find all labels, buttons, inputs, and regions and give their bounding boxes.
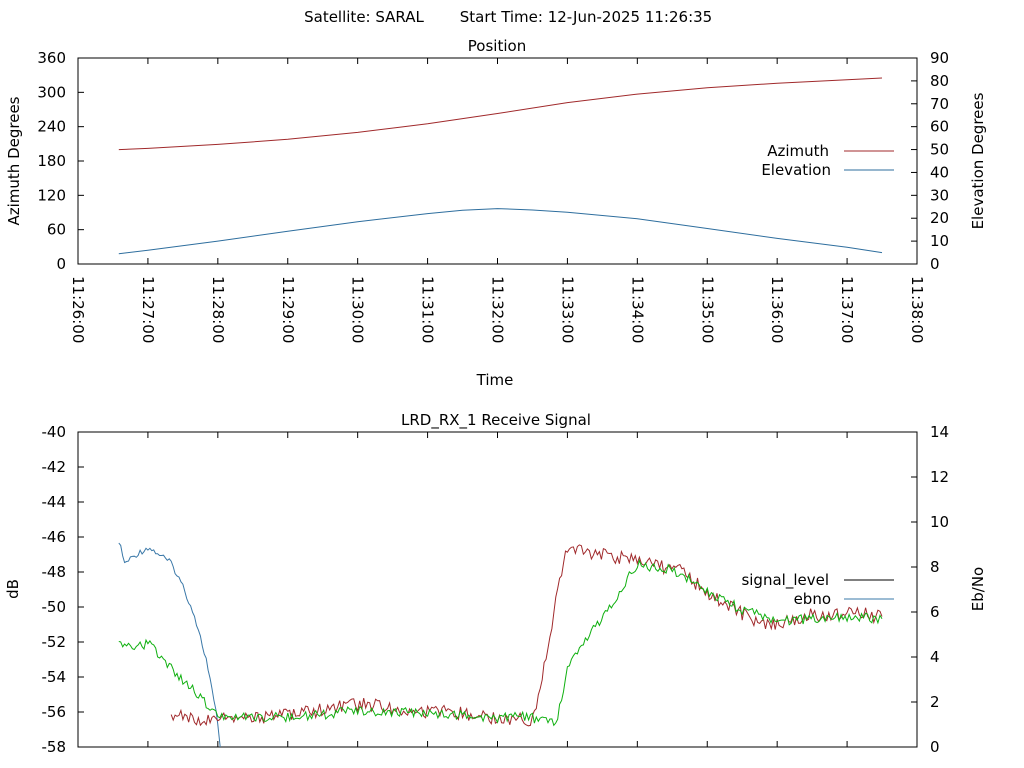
db-axis-label: dB [4,579,22,599]
signal-y2-tick-label: 12 [930,468,949,486]
signal-y-tick-label: -58 [42,738,67,756]
position-x-tick-label: 11:37:00 [838,276,856,343]
signal-y2-tick-label: 10 [930,513,949,531]
position-x-tick-label: 11:32:00 [489,276,507,343]
signal-y-tick-label: -50 [42,598,67,616]
signal-y-tick-label: -40 [42,423,67,441]
position-y2-tick-label: 10 [930,232,949,250]
signal-plot-area [77,431,918,748]
position-y-tick-label: 0 [56,255,66,273]
start-time-label: Start Time: 12-Jun-2025 11:26:35 [460,8,712,26]
azimuth-axis-label: Azimuth Degrees [5,96,23,225]
signal-y-tick-label: -44 [42,493,67,511]
signal-ticks: -58 -56 -54 -52 -50 -48 -46 -44 -42 -40 0 2 4 6 8 10 12 1… [42,423,950,756]
signal-y2-tick-label: 14 [930,423,949,441]
signal-y-tick-label: -52 [42,633,67,651]
signal-y2-tick-label: 4 [930,648,940,666]
legend-azimuth-label: Azimuth [767,142,829,160]
position-legend: Azimuth Elevation [761,142,894,179]
position-x-tick-label: 11:29:00 [279,276,297,343]
position-y-tick-label: 60 [47,221,66,239]
position-y2-tick-label: 50 [930,141,949,159]
position-y2-tick-label: 30 [930,186,949,204]
position-x-tick-label: 11:27:00 [139,276,157,343]
position-x-tick-label: 11:38:00 [908,276,926,343]
signal-y2-tick-label: 2 [930,693,940,711]
position-y2-tick-label: 70 [930,95,949,113]
position-y2-tick-label: 0 [930,255,940,273]
position-chart: Position 11:26:00 11:27:00 11:28:00 11:29:0… [5,37,987,389]
position-y2-tick-label: 90 [930,49,949,67]
position-x-tick-label: 11:28:00 [209,276,227,343]
legend-elevation-label: Elevation [761,161,831,179]
satellite-label: Satellite: SARAL [304,8,424,26]
signal-series-line-signal_level [118,542,221,748]
signal-y-tick-label: -48 [42,563,67,581]
position-y-tick-label: 180 [37,152,66,170]
signal-series-line-trace-2 [118,558,883,727]
position-x-tick-label: 11:26:00 [69,276,87,343]
signal-series [118,542,883,748]
signal-y2-tick-label: 8 [930,558,940,576]
position-series-line-Elevation [118,208,883,255]
legend-ebno-label: ebno [794,590,831,608]
position-y2-tick-label: 60 [930,118,949,136]
signal-y-tick-label: -56 [42,703,67,721]
position-x-tick-label: 11:33:00 [558,276,576,343]
signal-title: LRD_RX_1 Receive Signal [401,411,591,430]
position-y2-tick-label: 80 [930,72,949,90]
position-series [118,77,883,255]
position-y-tick-label: 360 [37,49,66,67]
position-y-tick-label: 300 [37,83,66,101]
position-x-tick-label: 11:35:00 [698,276,716,343]
position-series-line-Azimuth [118,77,883,151]
position-x-tick-label: 11:30:00 [349,276,367,343]
signal-y-tick-label: -46 [42,528,67,546]
position-x-tick-label: 11:34:00 [628,276,646,343]
legend-signal-level-label: signal_level [741,571,829,590]
signal-y2-tick-label: 0 [930,738,940,756]
position-title: Position [468,37,526,55]
signal-y2-tick-label: 6 [930,603,940,621]
signal-y-tick-label: -42 [42,458,67,476]
position-x-tick-label: 11:31:00 [419,276,437,343]
position-y-tick-label: 240 [37,118,66,136]
signal-chart: LRD_RX_1 Receive Signal -58-56-54-52-50-… [4,411,987,756]
signal-y-tick-label: -54 [42,668,67,686]
position-x-tick-label: 11:36:00 [768,276,786,343]
position-y-tick-label: 120 [37,186,66,204]
position-y2-tick-label: 40 [930,163,949,181]
time-axis-label: Time [476,371,514,389]
position-ticks: 11:26:00 11:27:00 11:28:00 11:29:00 11:30:00… [37,49,949,343]
elevation-axis-label: Elevation Degrees [969,92,987,229]
signal-legend: signal_level ebno [741,571,894,608]
ebno-axis-label: Eb/No [969,567,987,611]
position-y2-tick-label: 20 [930,209,949,227]
